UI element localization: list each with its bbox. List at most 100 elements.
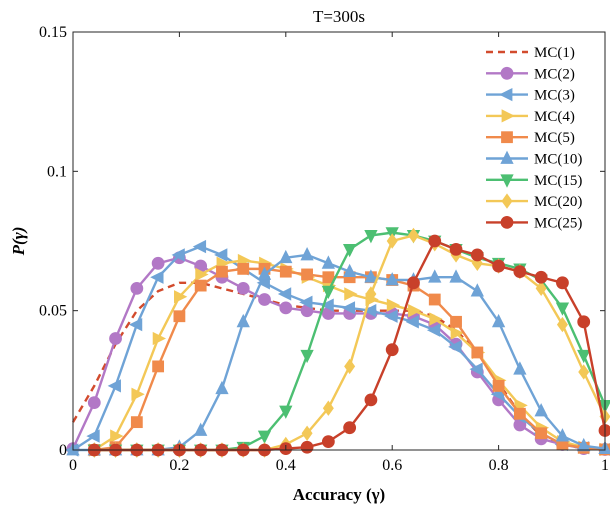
data-point (194, 422, 208, 436)
data-point (151, 256, 165, 270)
data-point (578, 364, 590, 380)
data-point (405, 315, 419, 329)
legend: MC(1) MC(2) MC(3) MC(4) MC(5) MC(10) MC(15) MC(… (486, 45, 582, 231)
data-point (407, 227, 419, 244)
legend-marker (499, 87, 513, 102)
axes-box (72, 31, 606, 451)
data-point (279, 249, 293, 264)
data-point (150, 270, 164, 284)
y-tick-label: 0.1 (47, 163, 67, 180)
data-point (577, 349, 591, 364)
legend-label: MC(10) (534, 152, 582, 168)
data-point (86, 429, 100, 443)
data-point (492, 380, 505, 392)
data-point (407, 276, 420, 290)
legend-item: MC(25) (486, 215, 582, 231)
plot-area (73, 32, 605, 450)
legend-item: MC(10) (486, 150, 582, 168)
data-point (87, 396, 101, 410)
data-point (342, 243, 357, 258)
data-point (365, 286, 377, 302)
data-point (131, 387, 145, 401)
data-point (429, 312, 443, 326)
data-point (322, 271, 335, 284)
legend-marker (500, 66, 514, 80)
data-point (299, 295, 313, 309)
legend-marker (500, 174, 514, 188)
x-axis-label: Accuracy (γ) (293, 485, 385, 504)
data-point (216, 265, 228, 278)
data-point (215, 380, 229, 395)
data-point (449, 269, 463, 283)
data-point (534, 270, 548, 284)
data-point (450, 326, 464, 340)
x-tick-label: 0.4 (276, 457, 296, 474)
legend-label: MC(4) (534, 109, 575, 125)
axes-layer: 0 0.2 0.4 0.6 0.8 1 0 0.05 0.1 0.15 (39, 24, 609, 474)
data-point (384, 309, 398, 323)
data-point (257, 266, 272, 280)
data-point (130, 416, 143, 429)
data-point (534, 403, 548, 417)
data-point (194, 279, 207, 292)
data-point (237, 262, 250, 275)
data-point (386, 298, 401, 312)
data-point (556, 316, 568, 333)
legend-label: MC(20) (534, 194, 582, 210)
data-point (258, 293, 271, 306)
legend-item: MC(4) (486, 109, 575, 125)
data-point (428, 269, 442, 283)
data-point (470, 248, 484, 262)
data-point (364, 230, 378, 244)
legend-marker (500, 150, 514, 164)
data-point (364, 393, 378, 407)
data-point (279, 405, 293, 419)
data-point (300, 247, 314, 261)
data-point (535, 280, 547, 297)
legend-item: MC(20) (486, 193, 582, 210)
data-point (535, 427, 548, 440)
chart-title: T=300s (313, 7, 365, 26)
data-point (152, 360, 165, 373)
data-point (470, 283, 484, 297)
legend-item: MC(5) (486, 130, 575, 146)
data-point (195, 267, 209, 282)
data-point (513, 361, 527, 375)
data-point (279, 301, 293, 315)
data-point (386, 233, 398, 249)
data-point (214, 248, 228, 262)
data-point (107, 379, 121, 393)
data-point (408, 304, 422, 318)
data-point (471, 346, 484, 359)
data-point (513, 265, 527, 279)
legend-item: MC(2) (486, 66, 575, 82)
data-point (321, 435, 335, 449)
data-point (450, 315, 462, 328)
data-point (236, 313, 250, 328)
legend-label: MC(25) (534, 215, 582, 231)
y-axis-label: P(γ) (9, 227, 28, 257)
legend-marker (501, 193, 513, 209)
data-point (344, 287, 358, 301)
data-point (173, 290, 188, 304)
data-point (342, 263, 357, 278)
data-point (171, 248, 185, 262)
data-point (109, 332, 122, 345)
data-point (236, 281, 250, 295)
legend-item: MC(3) (486, 88, 575, 104)
legend-label: MC(2) (534, 66, 575, 82)
data-point (555, 428, 570, 442)
x-tick-label: 0 (69, 457, 77, 474)
data-point (300, 349, 314, 364)
legend-item: MC(1) (486, 45, 575, 61)
y-tick-label: 0.05 (39, 303, 67, 320)
x-tick-label: 1 (601, 457, 609, 474)
x-tick-label: 0.6 (382, 457, 402, 474)
data-point (577, 315, 591, 329)
data-point (556, 276, 569, 290)
data-point (513, 407, 526, 420)
data-point (320, 298, 334, 312)
data-point (344, 358, 356, 375)
data-point (110, 429, 124, 443)
